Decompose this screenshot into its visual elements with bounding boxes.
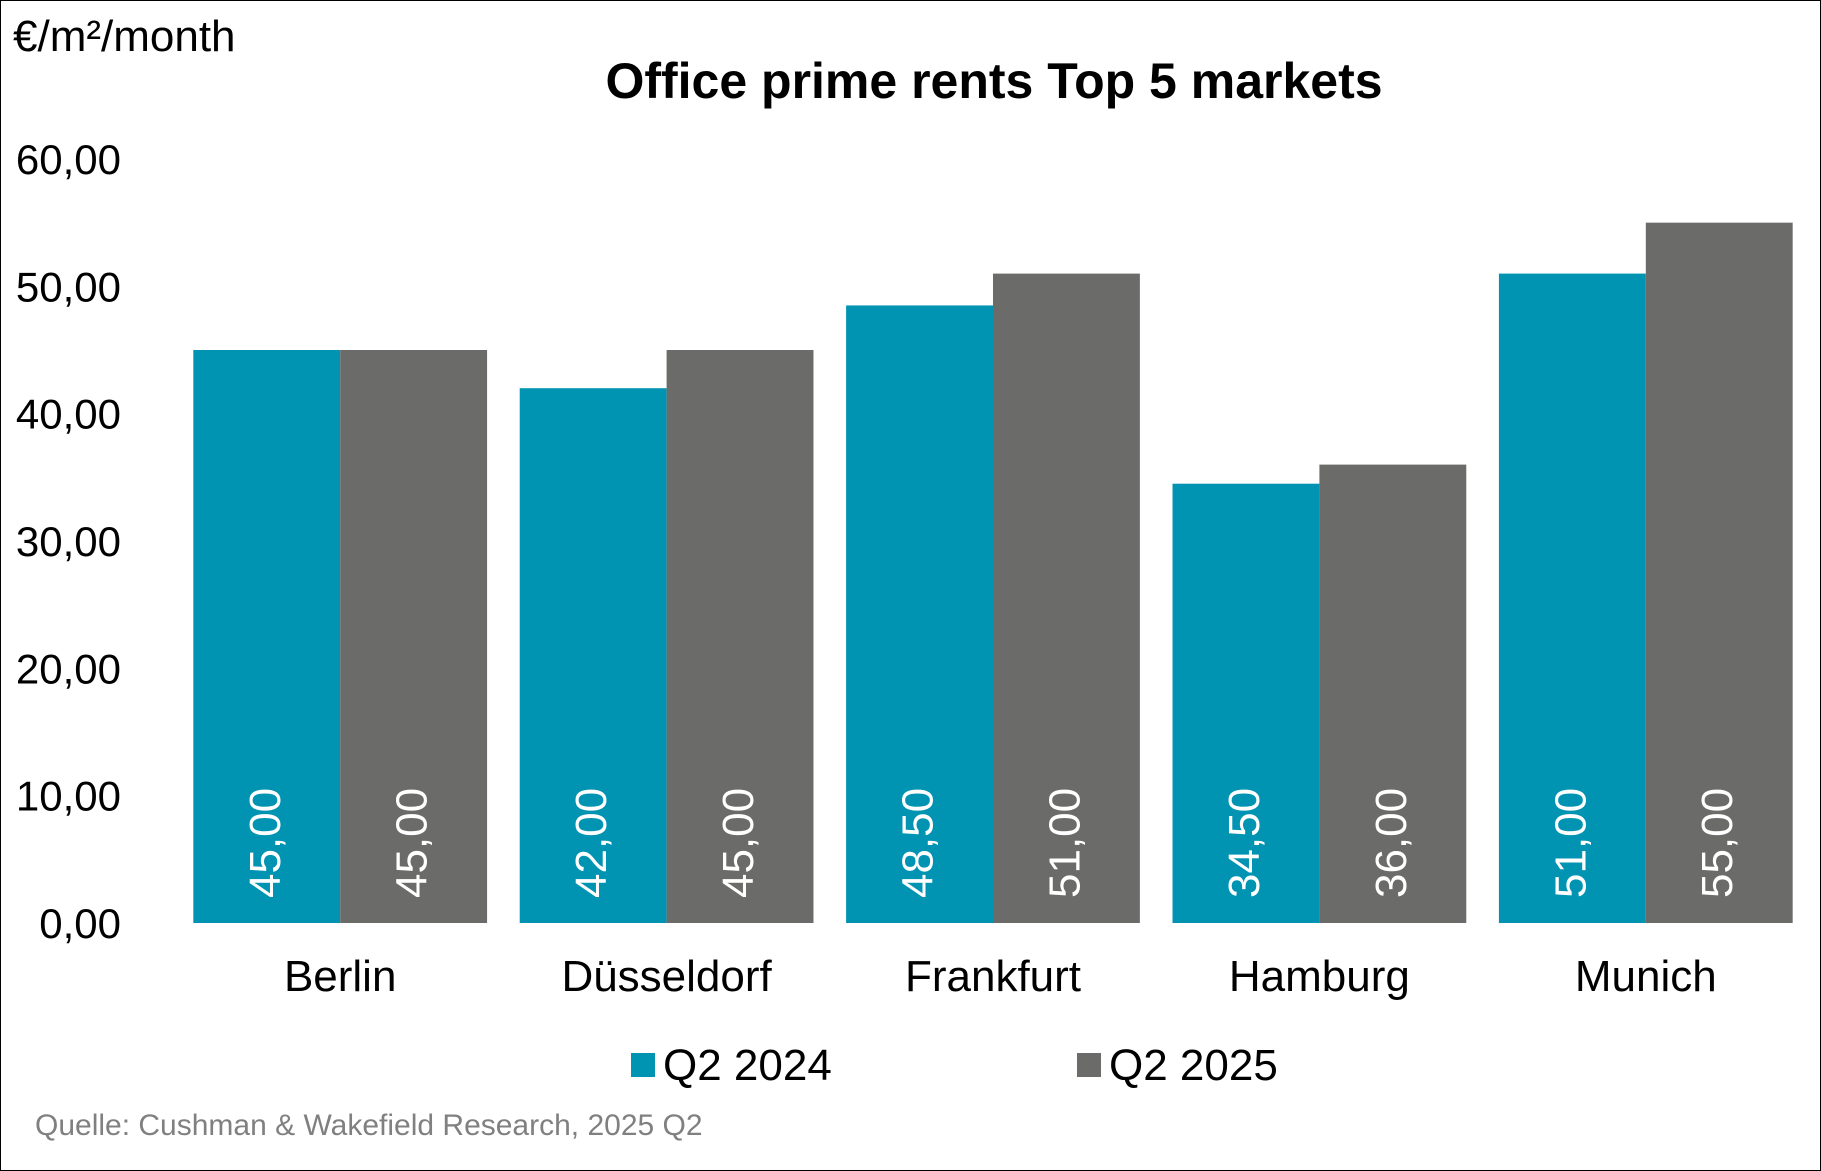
legend-label: Q2 2025 (1109, 1041, 1278, 1090)
bar-q2-2025-munich (1645, 222, 1793, 923)
y-tick-label: 50,00 (16, 263, 121, 310)
y-tick-label: 60,00 (16, 136, 121, 183)
y-tick-label: 20,00 (16, 645, 121, 692)
x-tick-label: Munich (1575, 952, 1717, 1001)
x-axis-ticks: Berlin Düsseldorf Frankfurt Hamburg Munich (284, 952, 1717, 1001)
y-tick-label: 40,00 (16, 391, 121, 438)
bar-value-label: 45,00 (714, 788, 763, 898)
bar-q2-2024-hamburg (1172, 483, 1320, 923)
bar-q2-2024-frankfurt (846, 305, 993, 923)
bar-value-label: 45,00 (388, 788, 437, 898)
bar-value-label: 36,00 (1367, 788, 1416, 898)
bar-q2-2025-hamburg (1319, 464, 1467, 923)
bar-q2-2024-düsseldorf (519, 388, 667, 923)
y-axis-ticks: 0,00 10,00 20,00 30,00 40,00 50,00 60,00 (16, 136, 121, 947)
bar-q2-2025-frankfurt (993, 273, 1140, 924)
y-tick-label: 10,00 (16, 773, 121, 820)
bars: 45,00 45,00 42,00 45,00 48,50 51,00 34,50 36,00… (193, 222, 1793, 924)
bar-value-label: 55,00 (1693, 788, 1742, 898)
bar-value-label: 51,00 (1546, 788, 1595, 898)
x-tick-label: Berlin (284, 952, 397, 1001)
bar-q2-2025-düsseldorf (666, 350, 814, 923)
legend: Q2 2024 Q2 2025 (631, 1041, 1278, 1090)
y-tick-label: 30,00 (16, 518, 121, 565)
bar-q2-2024-berlin (193, 350, 341, 923)
legend-label: Q2 2024 (663, 1041, 832, 1090)
y-axis-unit-label: €/m²/month (13, 12, 236, 61)
x-tick-label: Frankfurt (905, 952, 1081, 1001)
bar-q2-2025-berlin (340, 350, 488, 923)
source-note: Quelle: Cushman & Wakefield Research, 20… (35, 1109, 703, 1142)
bar-value-label: 34,50 (1220, 788, 1269, 898)
legend-swatch (1077, 1053, 1101, 1077)
x-tick-label: Hamburg (1229, 952, 1410, 1001)
bar-q2-2024-munich (1498, 273, 1646, 924)
x-tick-label: Düsseldorf (561, 952, 772, 1001)
bar-value-label: 51,00 (1040, 788, 1089, 898)
bar-value-label: 48,50 (894, 788, 943, 898)
y-tick-label: 0,00 (39, 900, 121, 947)
legend-swatch (631, 1053, 655, 1077)
bar-value-label: 45,00 (241, 788, 290, 898)
bar-value-label: 42,00 (567, 788, 616, 898)
chart-title: Office prime rents Top 5 markets (605, 53, 1382, 109)
